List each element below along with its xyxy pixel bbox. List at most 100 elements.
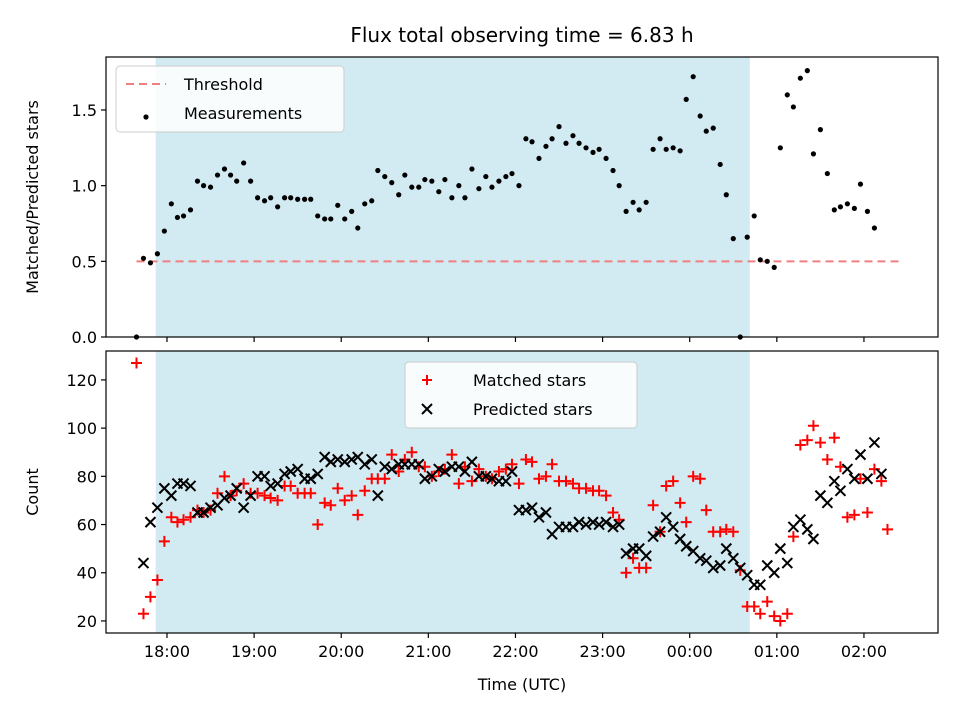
matched-star-point	[218, 470, 230, 482]
predicted-star-point	[573, 516, 585, 528]
measurement-point	[268, 195, 274, 201]
matched-star-point	[647, 499, 659, 511]
measurement-point	[355, 225, 361, 231]
matched-star-point	[473, 463, 485, 475]
measurement-point	[663, 146, 669, 152]
measurement-point	[200, 183, 207, 189]
measurement-point	[342, 216, 348, 222]
measurement-point	[308, 196, 314, 202]
predicted-star-point	[848, 473, 861, 485]
predicted-star-point	[486, 473, 498, 485]
x-tick-label: 01:00	[754, 642, 800, 661]
legend: Matched stars Predicted stars	[404, 361, 638, 429]
measurement-point	[302, 196, 308, 202]
measurement-point	[583, 145, 589, 151]
matched-star-point	[680, 516, 692, 528]
measurement-point	[810, 151, 817, 157]
predicted-star-point	[413, 458, 425, 470]
measurement-point	[174, 214, 181, 221]
predicted-star-point	[707, 562, 719, 574]
matched-star-point	[620, 567, 632, 579]
predicted-star-point	[459, 465, 471, 478]
predicted-star-point	[841, 463, 854, 475]
predicted-star-point	[580, 518, 592, 531]
matched-star-point	[727, 526, 739, 538]
matched-star-point	[259, 490, 271, 502]
measurement-point	[154, 251, 161, 257]
measurement-point	[844, 201, 850, 207]
measurement-point	[831, 207, 837, 213]
y-axis-label: Count	[23, 468, 42, 516]
matched-star-point	[593, 485, 605, 497]
measurement-point	[382, 173, 388, 180]
predicted-star-point	[727, 552, 739, 564]
predicted-star-point	[868, 436, 881, 449]
measurement-point	[409, 184, 415, 190]
measurement-point	[616, 183, 622, 189]
measurement-point	[389, 180, 395, 186]
legend-label: Measurements	[184, 104, 302, 123]
matched-star-point	[406, 446, 418, 458]
measurement-point	[442, 176, 448, 183]
predicted-star-point	[359, 458, 371, 470]
matched-star-point	[144, 591, 156, 603]
predicted-star-point	[284, 465, 297, 478]
measurement-point	[703, 128, 709, 134]
matched-star-point	[332, 482, 344, 494]
predicted-star-point	[500, 475, 512, 487]
predicted-star-point	[694, 552, 706, 564]
predicted-star-point	[533, 511, 545, 524]
measurement-point	[790, 104, 796, 110]
measurement-point	[857, 181, 864, 187]
matched-star-point	[272, 494, 284, 506]
predicted-star-point	[526, 501, 538, 514]
matched-star-point	[660, 480, 672, 492]
predicted-star-point	[781, 557, 793, 569]
measurement-point	[777, 145, 783, 151]
matched-star-point	[137, 608, 149, 620]
measurement-point	[315, 213, 321, 219]
matched-star-point	[640, 562, 652, 574]
measurement-point	[335, 202, 341, 208]
measurement-point	[429, 178, 435, 184]
measurement-point	[436, 189, 442, 195]
measurement-point	[369, 198, 375, 204]
predicted-star-point	[151, 501, 164, 514]
measurement-point	[168, 201, 174, 207]
measurement-point	[281, 195, 288, 201]
measurement-point	[523, 136, 529, 142]
measurement-point	[804, 68, 810, 74]
x-tick-label: 00:00	[667, 642, 713, 661]
matched-star-point	[453, 478, 465, 490]
measurement-point	[469, 166, 475, 172]
measurement-point	[241, 160, 247, 166]
predicted-star-point	[768, 567, 780, 579]
measurement-point	[576, 140, 582, 146]
legend-label: Predicted stars	[473, 400, 593, 419]
predicted-star-point	[774, 542, 787, 555]
predicted-star-point	[600, 516, 612, 528]
measurement-point	[449, 195, 455, 201]
matched-star-point	[493, 466, 505, 478]
predicted-star-point	[854, 448, 867, 461]
measurement-point	[837, 204, 844, 210]
matched-star-point	[714, 526, 726, 538]
y-tick-label: 40	[77, 564, 97, 583]
x-tick-label: 20:00	[318, 642, 364, 661]
measurement-point	[710, 125, 716, 131]
matched-star-point	[446, 449, 458, 461]
measurement-point	[670, 145, 676, 151]
matched-star-point	[720, 523, 732, 535]
measurement-point	[509, 170, 515, 177]
predicted-star-point	[264, 480, 277, 492]
matched-star-point	[158, 535, 170, 547]
matched-star-point	[580, 482, 592, 494]
predicted-star-point	[647, 530, 659, 543]
measurement-point	[503, 173, 509, 180]
predicted-star-point	[506, 465, 518, 478]
predicted-star-point	[794, 514, 807, 526]
x-tick-label: 18:00	[144, 642, 190, 661]
measurement-point	[543, 143, 549, 149]
predicted-star-point	[741, 569, 753, 581]
predicted-star-point	[197, 506, 210, 519]
